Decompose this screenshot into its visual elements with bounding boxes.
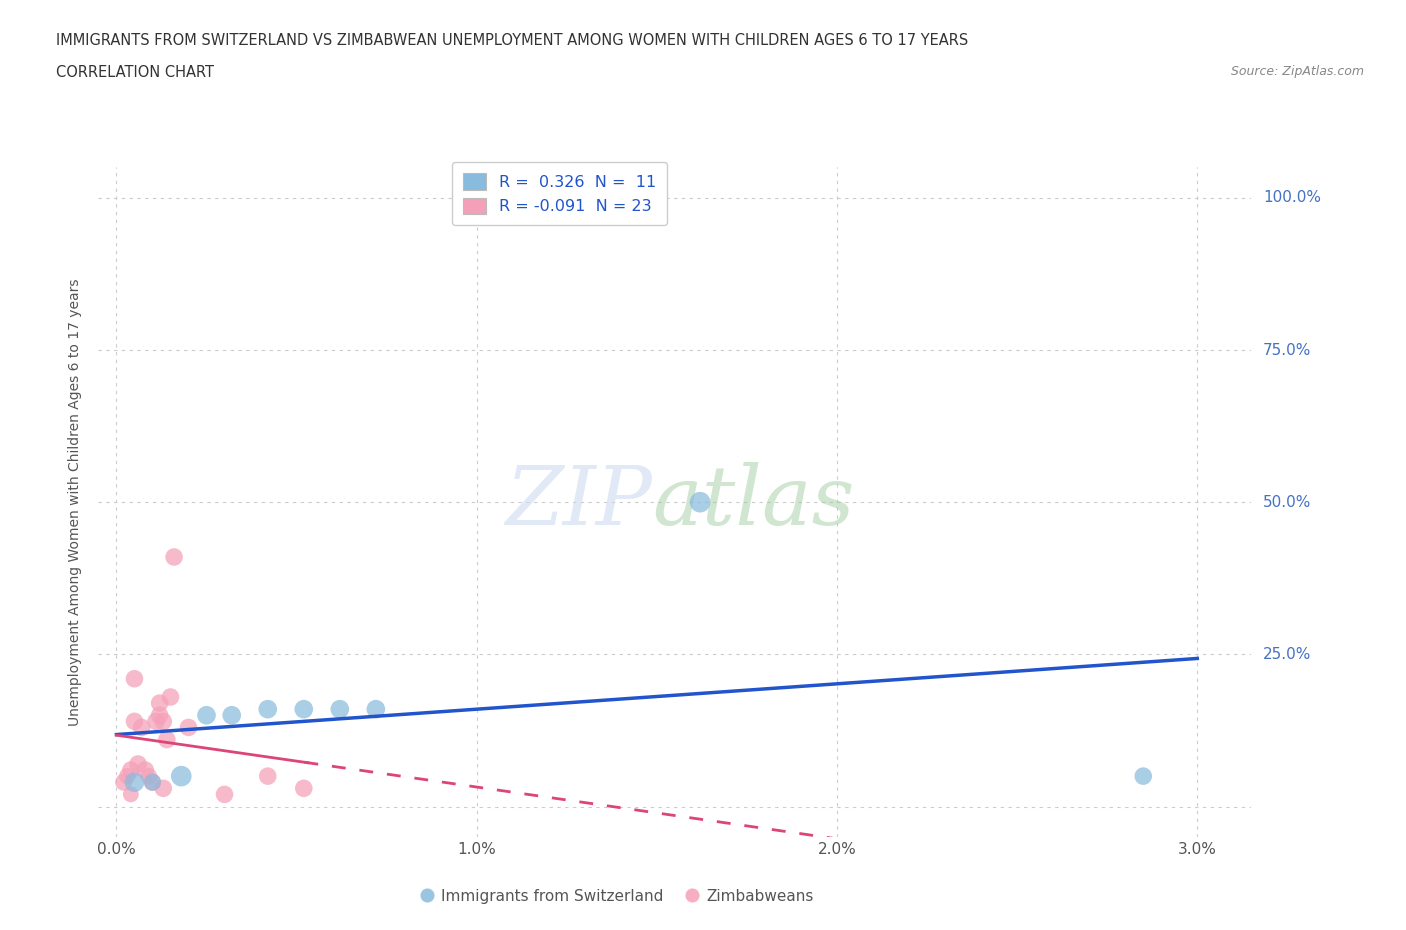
Text: CORRELATION CHART: CORRELATION CHART (56, 65, 214, 80)
Point (256, 769, 278, 784)
Text: 50.0%: 50.0% (1263, 495, 1312, 510)
Point (1132, 769, 1154, 784)
Point (131, 720, 153, 735)
Point (364, 702, 387, 717)
Point (195, 708, 218, 723)
Point (120, 787, 142, 802)
Point (221, 708, 243, 723)
Text: atlas: atlas (652, 462, 855, 542)
Point (141, 775, 163, 790)
Point (159, 689, 181, 704)
Point (689, 495, 711, 510)
Point (134, 763, 156, 777)
Point (117, 769, 139, 784)
Text: 25.0%: 25.0% (1263, 647, 1312, 662)
Point (256, 702, 278, 717)
Point (124, 714, 146, 729)
Point (120, 763, 142, 777)
Point (156, 732, 179, 747)
Point (149, 696, 172, 711)
Text: 75.0%: 75.0% (1263, 342, 1312, 357)
Point (149, 708, 172, 723)
Text: 100.0%: 100.0% (1263, 191, 1320, 206)
Point (329, 702, 352, 717)
Point (152, 781, 174, 796)
Point (124, 671, 146, 686)
Point (214, 787, 236, 802)
Point (138, 769, 160, 784)
Legend: Immigrants from Switzerland, Zimbabweans: Immigrants from Switzerland, Zimbabweans (415, 883, 820, 910)
Point (170, 769, 193, 784)
Point (177, 720, 200, 735)
Point (152, 714, 174, 729)
Point (292, 702, 315, 717)
Point (163, 550, 186, 565)
Text: ZIP: ZIP (505, 462, 652, 542)
Y-axis label: Unemployment Among Women with Children Ages 6 to 17 years: Unemployment Among Women with Children A… (69, 278, 83, 726)
Point (124, 775, 146, 790)
Point (127, 756, 149, 771)
Point (141, 775, 163, 790)
Text: Source: ZipAtlas.com: Source: ZipAtlas.com (1230, 65, 1364, 78)
Point (112, 775, 135, 790)
Text: IMMIGRANTS FROM SWITZERLAND VS ZIMBABWEAN UNEMPLOYMENT AMONG WOMEN WITH CHILDREN: IMMIGRANTS FROM SWITZERLAND VS ZIMBABWEA… (56, 33, 969, 47)
Point (145, 714, 167, 729)
Point (292, 781, 315, 796)
